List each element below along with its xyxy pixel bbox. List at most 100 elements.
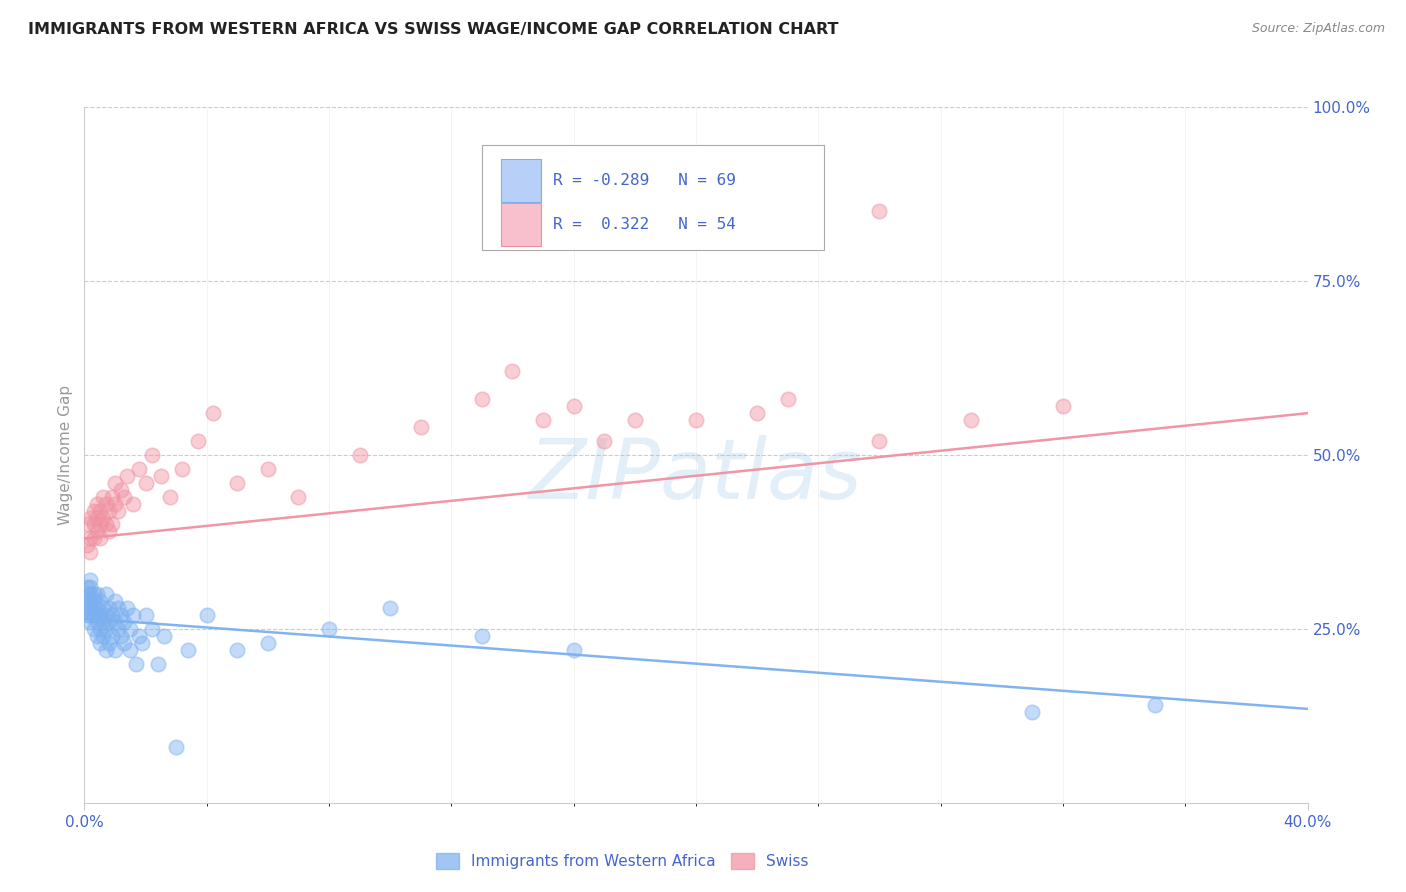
Point bbox=[89, 503, 111, 517]
Point bbox=[141, 448, 163, 462]
Point bbox=[146, 657, 169, 671]
Point bbox=[122, 497, 145, 511]
Point bbox=[94, 587, 117, 601]
Point bbox=[91, 510, 114, 524]
Point bbox=[287, 490, 309, 504]
Point bbox=[128, 629, 150, 643]
Point bbox=[94, 622, 117, 636]
Point bbox=[172, 462, 194, 476]
Point bbox=[409, 420, 432, 434]
Point bbox=[79, 607, 101, 622]
Point bbox=[101, 629, 124, 643]
Point bbox=[149, 468, 172, 483]
Point bbox=[112, 490, 135, 504]
Point bbox=[135, 607, 157, 622]
Point bbox=[79, 510, 101, 524]
Point bbox=[83, 503, 105, 517]
Point bbox=[120, 642, 142, 657]
Point bbox=[128, 462, 150, 476]
Point bbox=[110, 629, 132, 643]
Point bbox=[159, 490, 181, 504]
Point bbox=[97, 601, 120, 615]
Point bbox=[135, 475, 157, 490]
Point bbox=[531, 413, 554, 427]
Point bbox=[869, 434, 891, 448]
Point bbox=[97, 636, 120, 650]
Point bbox=[86, 497, 108, 511]
Point bbox=[79, 587, 101, 601]
Text: ZIPatlas: ZIPatlas bbox=[529, 435, 863, 516]
Point bbox=[89, 594, 111, 608]
Point bbox=[83, 601, 105, 615]
Point bbox=[201, 406, 224, 420]
Point bbox=[76, 580, 98, 594]
Point bbox=[83, 622, 105, 636]
Point bbox=[89, 607, 111, 622]
Point bbox=[1143, 698, 1166, 713]
Point bbox=[1021, 706, 1043, 720]
Point bbox=[593, 434, 616, 448]
Point bbox=[83, 594, 105, 608]
FancyBboxPatch shape bbox=[482, 145, 824, 250]
Text: Source: ZipAtlas.com: Source: ZipAtlas.com bbox=[1251, 22, 1385, 36]
Point bbox=[79, 594, 101, 608]
Point bbox=[112, 615, 135, 629]
Legend: Immigrants from Western Africa, Swiss: Immigrants from Western Africa, Swiss bbox=[430, 847, 815, 875]
Point bbox=[747, 406, 769, 420]
Point bbox=[226, 642, 249, 657]
Point bbox=[502, 364, 524, 378]
Point bbox=[104, 615, 127, 629]
Point bbox=[91, 601, 114, 615]
Point bbox=[94, 607, 117, 622]
Y-axis label: Wage/Income Gap: Wage/Income Gap bbox=[58, 384, 73, 525]
Point bbox=[685, 413, 707, 427]
Point bbox=[86, 615, 108, 629]
Point bbox=[86, 629, 108, 643]
Point bbox=[177, 642, 200, 657]
Point bbox=[624, 413, 647, 427]
Point bbox=[562, 399, 585, 413]
Point bbox=[91, 615, 114, 629]
Point bbox=[226, 475, 249, 490]
Point bbox=[349, 448, 371, 462]
Point bbox=[115, 468, 138, 483]
Point bbox=[79, 573, 101, 587]
Point bbox=[101, 517, 124, 532]
Point bbox=[110, 483, 132, 497]
Text: IMMIGRANTS FROM WESTERN AFRICA VS SWISS WAGE/INCOME GAP CORRELATION CHART: IMMIGRANTS FROM WESTERN AFRICA VS SWISS … bbox=[28, 22, 838, 37]
Point bbox=[86, 587, 108, 601]
Point bbox=[97, 615, 120, 629]
Point bbox=[104, 642, 127, 657]
Point bbox=[79, 601, 101, 615]
Point bbox=[101, 490, 124, 504]
Point bbox=[97, 503, 120, 517]
Point bbox=[79, 545, 101, 559]
Point bbox=[120, 622, 142, 636]
Point bbox=[141, 622, 163, 636]
Point bbox=[153, 629, 176, 643]
Point bbox=[257, 462, 280, 476]
Point bbox=[83, 532, 105, 546]
Point bbox=[318, 622, 340, 636]
Point bbox=[79, 580, 101, 594]
Point bbox=[107, 601, 129, 615]
Point bbox=[76, 517, 98, 532]
Point bbox=[257, 636, 280, 650]
Point bbox=[91, 490, 114, 504]
Point bbox=[89, 622, 111, 636]
Point bbox=[471, 392, 494, 407]
Point bbox=[94, 642, 117, 657]
Text: R =  0.322   N = 54: R = 0.322 N = 54 bbox=[553, 218, 735, 232]
Point bbox=[83, 607, 105, 622]
Point bbox=[186, 434, 208, 448]
Point bbox=[86, 524, 108, 539]
Point bbox=[107, 622, 129, 636]
Point bbox=[125, 657, 148, 671]
Point bbox=[76, 594, 98, 608]
Point bbox=[76, 607, 98, 622]
Point bbox=[86, 601, 108, 615]
Point bbox=[110, 607, 132, 622]
Point bbox=[195, 607, 218, 622]
Text: R = -0.289   N = 69: R = -0.289 N = 69 bbox=[553, 173, 735, 188]
Point bbox=[1052, 399, 1074, 413]
